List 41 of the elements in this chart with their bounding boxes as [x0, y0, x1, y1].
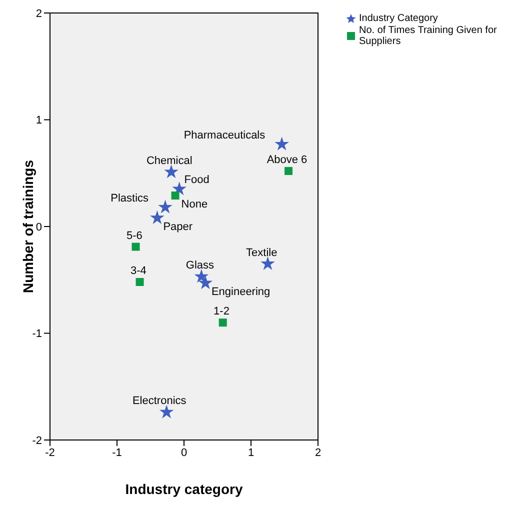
annotation: Above 6	[266, 154, 308, 166]
point	[194, 269, 209, 283]
annotation: Textile	[246, 246, 278, 259]
y-tick-label: 0	[36, 221, 42, 234]
point	[136, 278, 144, 286]
y-tick-label: 1	[36, 114, 42, 127]
y-tick-label: 2	[36, 8, 42, 20]
point	[274, 136, 289, 150]
point	[198, 276, 213, 290]
annotation: Electronics	[132, 395, 187, 408]
annotation: 3-4	[130, 265, 146, 278]
x-tick-label: 0	[180, 446, 188, 459]
x-axis-title: Industry category	[125, 481, 243, 497]
point	[164, 164, 178, 178]
point	[159, 404, 174, 418]
point	[260, 256, 275, 270]
point	[284, 166, 293, 175]
x-tick-label: 1	[248, 446, 254, 459]
annotation: 1-2	[214, 306, 230, 318]
legend-label: Industry Category	[359, 13, 438, 24]
annotation: Paper	[163, 220, 193, 233]
annotation: Plastics	[110, 192, 150, 204]
x-tick-label: -1	[112, 446, 122, 459]
point	[171, 192, 180, 200]
point	[218, 318, 227, 327]
annotation: Glass	[186, 260, 215, 272]
annotation: 5-6	[126, 230, 142, 242]
annotation: Pharmaceuticals	[184, 129, 266, 142]
annotation: Food	[184, 174, 210, 186]
x-tick-label: -2	[45, 446, 55, 459]
y-tick-label: -2	[32, 434, 42, 447]
x-tick-label: 2	[314, 446, 322, 459]
annotation: None	[181, 198, 208, 211]
annotation: Chemical	[146, 155, 192, 168]
legend-label: No. of Times Training Given for Suppliers	[359, 25, 498, 47]
y-axis-title: Number of trainings	[20, 160, 36, 294]
y-tick-label: -1	[32, 328, 42, 340]
annotation: Engineering	[211, 286, 270, 298]
point	[158, 200, 172, 214]
point	[150, 210, 164, 224]
point	[132, 242, 140, 251]
